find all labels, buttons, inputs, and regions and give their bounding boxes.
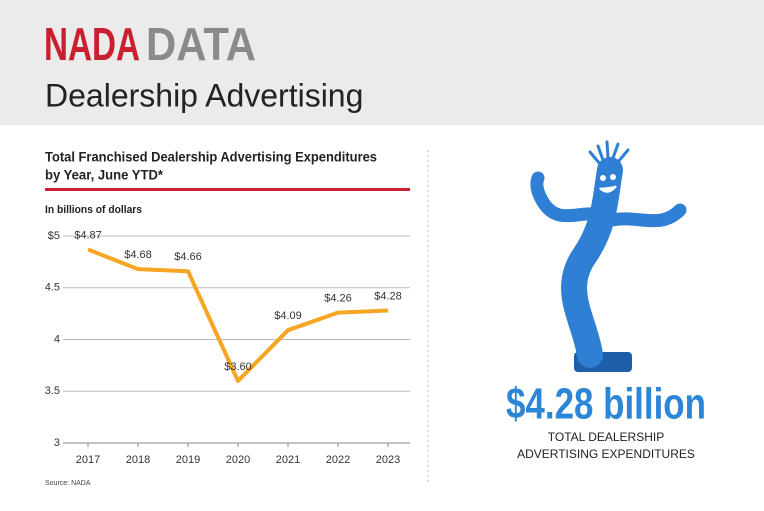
value-label: $4.26	[324, 292, 352, 304]
y-axis-label: In billions of dollars	[45, 204, 142, 216]
chart-title: Total Franchised Dealership Advertising …	[45, 149, 377, 165]
brand-gray: DATA	[146, 18, 256, 70]
y-tick-label: $5	[48, 230, 60, 242]
x-tick-label: 2023	[376, 454, 400, 466]
data-line	[87, 247, 389, 383]
y-tick-label: 4	[54, 333, 60, 345]
page-title: Dealership Advertising	[45, 77, 363, 113]
y-tick-label: 3.5	[45, 385, 60, 397]
x-tick-label: 2021	[276, 454, 300, 466]
value-label: $3.60	[224, 361, 252, 373]
source: Source: NADA	[45, 480, 91, 487]
tube-man-illustration	[530, 140, 687, 372]
x-tick-label: 2018	[126, 454, 150, 466]
callout-headline: $4.28 billion	[506, 380, 706, 429]
x-tick-label: 2019	[176, 454, 200, 466]
value-label: $4.28	[374, 290, 402, 302]
x-tick-label: 2022	[326, 454, 350, 466]
x-tick-label: 2017	[76, 454, 100, 466]
y-tick-label: 3	[54, 437, 60, 449]
value-label: $4.09	[274, 310, 302, 322]
callout-caption: ADVERTISING EXPENDITURES	[517, 447, 695, 461]
chart-title: by Year, June YTD*	[45, 167, 164, 183]
header-band	[0, 0, 764, 125]
x-tick-label: 2020	[226, 454, 250, 466]
title-rule	[45, 188, 410, 191]
value-label: $4.68	[124, 249, 152, 261]
y-tick-label: 4.5	[45, 282, 60, 294]
callout-caption: TOTAL DEALERSHIP	[548, 430, 664, 444]
value-label: $4.66	[174, 251, 202, 263]
brand-red: NADA	[44, 18, 140, 70]
value-label: $4.87	[74, 229, 102, 241]
